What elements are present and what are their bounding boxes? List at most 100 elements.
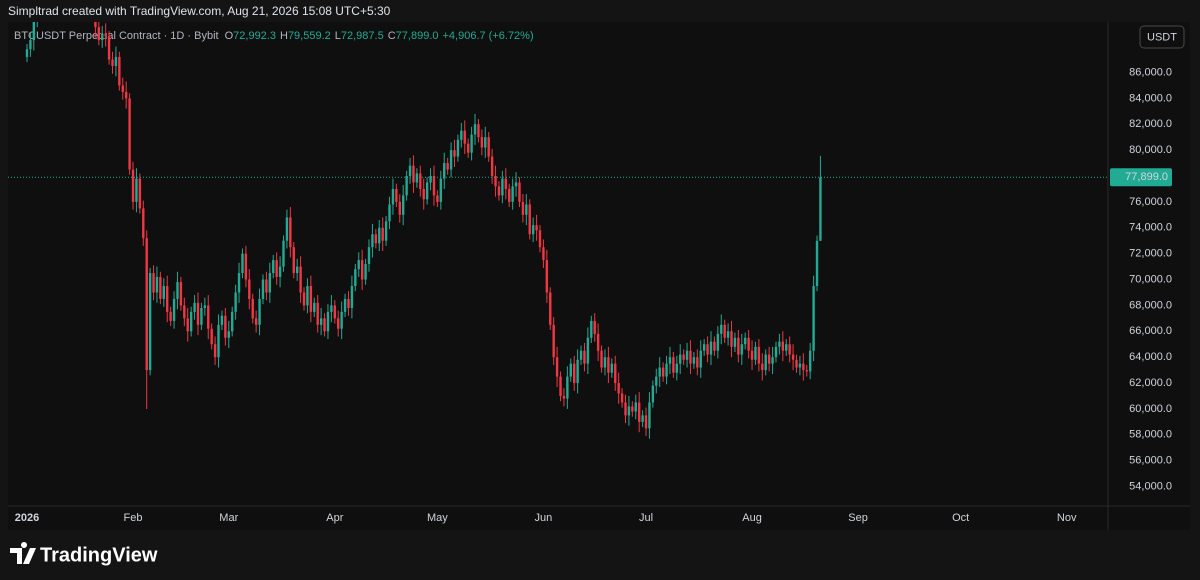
- candle-body: [241, 253, 244, 274]
- currency-button[interactable]: USDT: [1139, 25, 1185, 49]
- legend-o-label: O: [225, 30, 234, 42]
- candle-body: [614, 363, 617, 384]
- candle-body: [367, 247, 371, 264]
- candle-body: [696, 357, 699, 368]
- candle-body: [357, 260, 360, 270]
- candle-body: [169, 311, 172, 321]
- candle-body: [309, 286, 313, 312]
- candle-body: [549, 292, 552, 325]
- candle-body: [203, 305, 207, 308]
- candle-body: [590, 320, 593, 338]
- candle-body: [360, 260, 364, 280]
- candle-body: [576, 359, 579, 384]
- candle-body: [388, 204, 391, 222]
- y-tick-label: 54,000.0: [1129, 480, 1172, 492]
- candle-body: [644, 415, 648, 429]
- candle-body: [528, 204, 531, 235]
- candle-body: [176, 282, 179, 299]
- candle-body: [364, 264, 367, 280]
- candle-body: [460, 130, 463, 140]
- candle-body: [781, 341, 785, 351]
- candle-body: [542, 247, 545, 261]
- candle-body: [138, 178, 142, 209]
- candle-body: [706, 344, 709, 355]
- candle-body: [791, 354, 795, 360]
- candle-body: [525, 204, 528, 215]
- candle-body: [244, 253, 248, 280]
- candle-body: [655, 376, 658, 386]
- candle-body: [634, 402, 637, 412]
- candle-body: [234, 292, 237, 312]
- candle-body: [384, 221, 388, 241]
- candle-body: [323, 318, 326, 332]
- candle-body: [152, 273, 155, 293]
- candle-body: [172, 298, 176, 321]
- candle-body: [210, 328, 213, 345]
- candle-body: [641, 415, 644, 422]
- candle-body: [128, 98, 131, 170]
- y-tick-label: 64,000.0: [1129, 351, 1172, 363]
- candle-body: [805, 370, 808, 372]
- candle-body: [142, 208, 145, 239]
- candle-body: [251, 298, 254, 319]
- candle-body: [124, 91, 128, 99]
- candle-body: [795, 359, 798, 368]
- candle-body: [672, 357, 675, 373]
- candle-body: [514, 182, 518, 187]
- candle-body: [166, 286, 169, 312]
- legend-close: 77,899.0: [396, 30, 439, 42]
- candle-body: [733, 337, 737, 347]
- candle-body: [668, 357, 672, 364]
- candle-body: [196, 302, 200, 325]
- candle-body: [313, 302, 316, 312]
- candle-body: [778, 341, 781, 347]
- candle-body: [477, 124, 480, 138]
- candle-body: [508, 188, 511, 202]
- candle-body: [470, 134, 473, 153]
- last-price-tag: [1110, 168, 1172, 187]
- candle-body: [104, 33, 107, 37]
- last-price-label: 77,899.0: [1125, 171, 1168, 183]
- currency-button-label[interactable]: USDT: [1147, 31, 1177, 43]
- candle-body: [737, 337, 740, 355]
- candle-body: [501, 178, 504, 196]
- candle-body: [815, 240, 819, 286]
- x-tick-label: Oct: [952, 512, 969, 524]
- candle-body: [767, 354, 771, 364]
- candle-body: [213, 344, 217, 358]
- legend-l-label: L: [335, 30, 341, 42]
- candle-body: [268, 273, 272, 293]
- candle-body: [224, 315, 227, 338]
- candle-body: [32, 22, 36, 41]
- legend-symbol: BTCUSDT Perpetual Contract · 1D · Bybit: [14, 30, 219, 42]
- candle-body: [586, 337, 590, 364]
- currency-button-frame[interactable]: [1139, 25, 1185, 49]
- attribution: Simpltrad created with TradingView.com, …: [8, 4, 391, 18]
- y-tick-label: 84,000.0: [1129, 92, 1172, 104]
- candle-body: [415, 173, 419, 183]
- candle-body: [720, 324, 723, 334]
- candle-body: [422, 188, 425, 200]
- candle-body: [552, 324, 555, 358]
- y-tick-label: 56,000.0: [1129, 455, 1172, 467]
- x-tick-label: Apr: [326, 512, 343, 524]
- candle-body: [559, 376, 562, 396]
- candle-body: [436, 195, 439, 202]
- candle-body: [449, 150, 453, 170]
- candle-body: [189, 311, 193, 332]
- candle-body: [412, 165, 415, 183]
- candle-body: [446, 163, 449, 170]
- candle-body: [378, 227, 381, 244]
- candle-body: [771, 357, 774, 364]
- candle-body: [682, 354, 685, 360]
- candle-body: [275, 260, 278, 277]
- candle-body: [631, 406, 634, 412]
- candle-body: [302, 292, 306, 306]
- candle-body: [381, 227, 384, 241]
- candle-body: [258, 298, 261, 325]
- candle-body: [193, 302, 196, 312]
- candle-body: [254, 318, 258, 325]
- y-tick-label: 60,000.0: [1129, 403, 1172, 415]
- candle-body: [343, 298, 347, 312]
